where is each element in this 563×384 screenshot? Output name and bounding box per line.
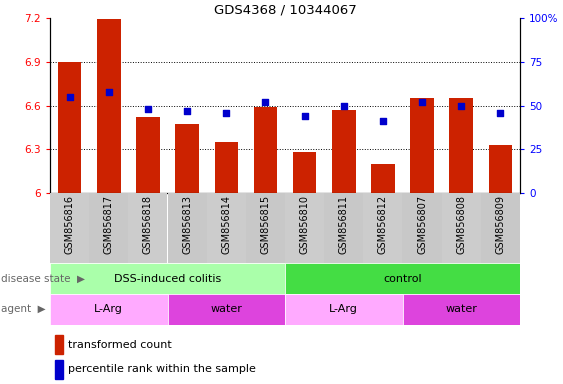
- Bar: [50, 193, 89, 263]
- Text: transformed count: transformed count: [68, 339, 172, 349]
- Bar: [403, 193, 441, 263]
- Text: GSM856813: GSM856813: [182, 195, 192, 254]
- Text: GSM856815: GSM856815: [261, 195, 270, 254]
- Bar: [50, 294, 168, 325]
- Bar: [481, 193, 520, 263]
- Text: GSM856818: GSM856818: [143, 195, 153, 254]
- Bar: [207, 193, 246, 263]
- Point: [182, 108, 191, 114]
- Text: control: control: [383, 273, 422, 283]
- Text: GSM856810: GSM856810: [300, 195, 310, 254]
- Point: [300, 113, 309, 119]
- Point: [144, 106, 153, 112]
- Bar: [403, 294, 520, 325]
- Bar: [97, 20, 120, 193]
- Text: percentile rank within the sample: percentile rank within the sample: [68, 364, 256, 374]
- Point: [261, 99, 270, 105]
- Text: disease state  ▶: disease state ▶: [1, 273, 85, 283]
- Text: GSM856817: GSM856817: [104, 195, 114, 254]
- Point: [339, 103, 348, 109]
- Bar: [215, 142, 238, 193]
- Bar: [285, 193, 324, 263]
- Bar: [89, 193, 128, 263]
- Text: L-Arg: L-Arg: [329, 305, 358, 314]
- Text: GSM856809: GSM856809: [495, 195, 506, 254]
- Bar: [441, 193, 481, 263]
- Bar: [50, 263, 285, 294]
- Bar: [55, 335, 63, 354]
- Point: [222, 109, 231, 116]
- Point: [65, 94, 74, 100]
- Text: GSM856807: GSM856807: [417, 195, 427, 254]
- Point: [378, 118, 387, 124]
- Text: GSM856816: GSM856816: [65, 195, 74, 254]
- Point: [418, 99, 427, 105]
- Bar: [449, 98, 473, 193]
- Text: L-Arg: L-Arg: [95, 305, 123, 314]
- Bar: [246, 193, 285, 263]
- Text: water: water: [445, 305, 477, 314]
- Point: [496, 109, 505, 116]
- Text: water: water: [211, 305, 242, 314]
- Bar: [489, 145, 512, 193]
- Bar: [168, 294, 285, 325]
- Bar: [324, 193, 363, 263]
- Bar: [363, 193, 403, 263]
- Bar: [175, 124, 199, 193]
- Point: [457, 103, 466, 109]
- Text: agent  ▶: agent ▶: [1, 305, 46, 314]
- Text: GSM856811: GSM856811: [339, 195, 348, 254]
- Text: GSM856812: GSM856812: [378, 195, 388, 254]
- Bar: [410, 98, 434, 193]
- Bar: [136, 117, 160, 193]
- Bar: [285, 294, 403, 325]
- Text: GSM856808: GSM856808: [456, 195, 466, 254]
- Bar: [293, 152, 316, 193]
- Text: DSS-induced colitis: DSS-induced colitis: [114, 273, 221, 283]
- Bar: [128, 193, 168, 263]
- Bar: [55, 360, 63, 379]
- Bar: [371, 164, 395, 193]
- Bar: [332, 110, 355, 193]
- Bar: [168, 193, 207, 263]
- Title: GDS4368 / 10344067: GDS4368 / 10344067: [213, 4, 356, 17]
- Point: [104, 88, 113, 94]
- Bar: [254, 107, 277, 193]
- Bar: [58, 62, 81, 193]
- Text: GSM856814: GSM856814: [221, 195, 231, 254]
- Bar: [285, 263, 520, 294]
